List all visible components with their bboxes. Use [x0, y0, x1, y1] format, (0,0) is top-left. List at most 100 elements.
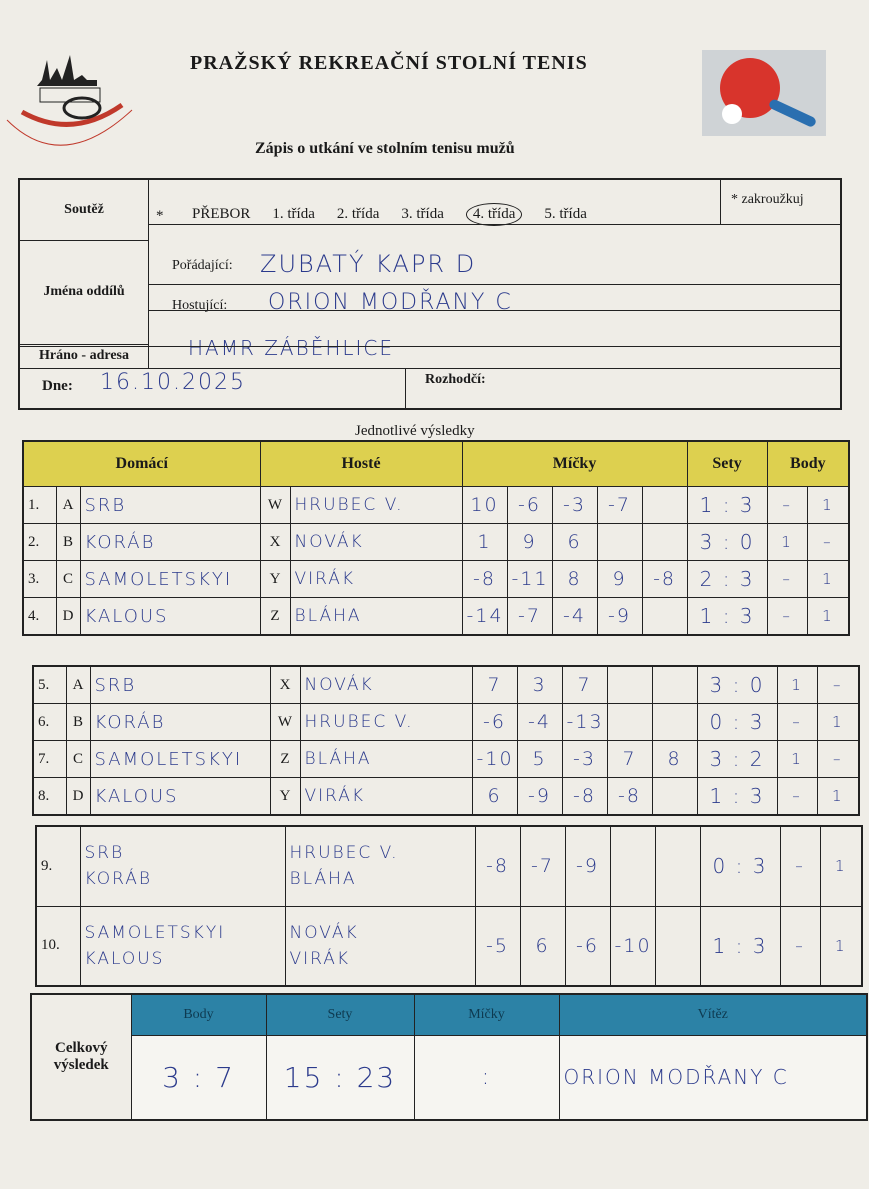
set-score: 7: [561, 665, 608, 704]
competition-option: PŘEBOR: [192, 206, 251, 222]
sets-result: 0 : 3: [699, 825, 781, 907]
set-score: [654, 905, 701, 987]
total-label: Celkový výsledek: [30, 993, 132, 1120]
sets-result: 3 : 2: [696, 740, 778, 778]
address-label: Hráno - adresa: [20, 344, 149, 368]
total-header-sets: Sety: [265, 993, 415, 1036]
match-row: 3. C SAMOLETSKYI Y VIRÁK -8 -11 8 9 -8 2 : 3–1: [22, 560, 850, 598]
sets-result: 3 : 0: [686, 523, 768, 561]
home-point: 1: [766, 523, 808, 561]
set-score: -7: [519, 825, 566, 907]
set-score: 9: [596, 560, 643, 598]
match-number: 8.: [32, 777, 67, 816]
set-score: -4: [516, 703, 563, 741]
home-point: 1: [776, 665, 818, 704]
set-score: -8: [561, 777, 608, 816]
away-player-letter: Z: [259, 597, 291, 636]
away-pair: HRUBEC V. BLÁHA: [284, 825, 476, 907]
competition-label: Soutěž: [20, 180, 149, 241]
sets-result: 1 : 3: [696, 777, 778, 816]
match-number: 3.: [22, 560, 57, 598]
set-score: 6: [519, 905, 566, 987]
match-number: 5.: [32, 665, 67, 704]
date-label: Dne:: [42, 378, 73, 394]
star-mark: *: [156, 208, 164, 224]
away-player: NOVÁK: [299, 665, 473, 704]
home-point: –: [766, 486, 808, 524]
match-row: 2. B KORÁB X NOVÁK 1 9 6 3 : 0 1–: [22, 523, 850, 561]
home-team-label: Pořádající:: [172, 258, 233, 273]
home-pair-player: SRB: [84, 843, 125, 864]
set-score: -6: [471, 703, 518, 741]
home-player-letter: A: [65, 665, 91, 704]
competition-option: 5. třída: [544, 206, 587, 222]
match-number: 10.: [35, 905, 81, 987]
set-score: 1: [461, 523, 508, 561]
away-player-letter: X: [269, 665, 301, 704]
away-pair-player: BLÁHA: [289, 869, 357, 890]
home-player-letter: B: [55, 523, 81, 561]
competition-option: 4. třída: [465, 203, 523, 226]
home-player: KALOUS: [79, 597, 261, 636]
set-score: 8: [651, 740, 698, 778]
total-header-winner: Vítěz: [558, 993, 868, 1036]
set-score: [641, 597, 688, 636]
home-point: –: [776, 777, 818, 816]
home-point: 1: [776, 740, 818, 778]
match-number: 1.: [22, 486, 57, 524]
set-score: -7: [506, 597, 553, 636]
header-points: Body: [766, 440, 850, 487]
match-number: 7.: [32, 740, 67, 778]
total-header-points: Body: [130, 993, 267, 1036]
sets-result: 3 : 0: [696, 665, 778, 704]
match-number: 4.: [22, 597, 57, 636]
set-score: [606, 703, 653, 741]
competition-option: 3. třída: [401, 206, 444, 222]
set-score: -9: [564, 825, 611, 907]
set-score: -13: [561, 703, 608, 741]
away-point: 1: [816, 777, 860, 816]
match-number: 9.: [35, 825, 81, 907]
home-pair-player: KORÁB: [84, 869, 152, 890]
away-player: VIRÁK: [289, 560, 463, 598]
set-score: 5: [516, 740, 563, 778]
home-point: –: [766, 560, 808, 598]
away-point: 1: [806, 486, 850, 524]
set-score: -8: [461, 560, 508, 598]
home-point: –: [766, 597, 808, 636]
away-point: 1: [819, 825, 863, 907]
home-player: KORÁB: [89, 703, 271, 741]
set-score: -8: [641, 560, 688, 598]
home-player: SAMOLETSKYI: [89, 740, 271, 778]
home-player-letter: C: [55, 560, 81, 598]
winner-value: ORION MODŘANY C: [558, 1035, 868, 1120]
set-score: -10: [471, 740, 518, 778]
set-score: [641, 523, 688, 561]
competition-options: PŘEBOR 1. třída 2. třída 3. třída 4. třída 5.…: [192, 203, 587, 226]
set-score: 9: [506, 523, 553, 561]
set-score: [609, 825, 656, 907]
home-player: KALOUS: [89, 777, 271, 816]
match-row: 7. C SAMOLETSKYI Z BLÁHA -10 5 -3 7 8 3 : 2 1–: [32, 740, 860, 778]
home-player: SRB: [79, 486, 261, 524]
doubles-row: 10. SAMOLETSKYI KALOUS NOVÁK VIRÁK -5 6 -6 -10 1 …: [35, 905, 863, 987]
home-point: –: [776, 703, 818, 741]
away-player-letter: Y: [269, 777, 301, 816]
away-team-label: Hostující:: [172, 298, 228, 313]
set-score: -10: [609, 905, 656, 987]
home-player: SRB: [89, 665, 271, 704]
away-pair-player: NOVÁK: [289, 922, 359, 943]
header-sets: Sety: [686, 440, 768, 487]
address-value: HAMR ZÁBĚHLICE: [188, 336, 395, 360]
sets-result: 2 : 3: [686, 560, 768, 598]
teams-label: Jména oddílů: [20, 240, 149, 345]
match-row: 1. A SRB W HRUBEC V. 10 -6 -3 -7 1 : 3–1: [22, 486, 850, 524]
doubles-table: 9. SRB KORÁB HRUBEC V. BLÁHA -8 -7 -9 0 : 3–1 10.…: [35, 825, 863, 987]
match-number: 2.: [22, 523, 57, 561]
set-score: [651, 703, 698, 741]
away-player-letter: W: [269, 703, 301, 741]
set-score: 6: [471, 777, 518, 816]
set-score: 10: [461, 486, 508, 524]
match-row: 6. B KORÁB W HRUBEC V. -6 -4 -13 0 : 3–1: [32, 703, 860, 741]
set-score: -3: [551, 486, 598, 524]
